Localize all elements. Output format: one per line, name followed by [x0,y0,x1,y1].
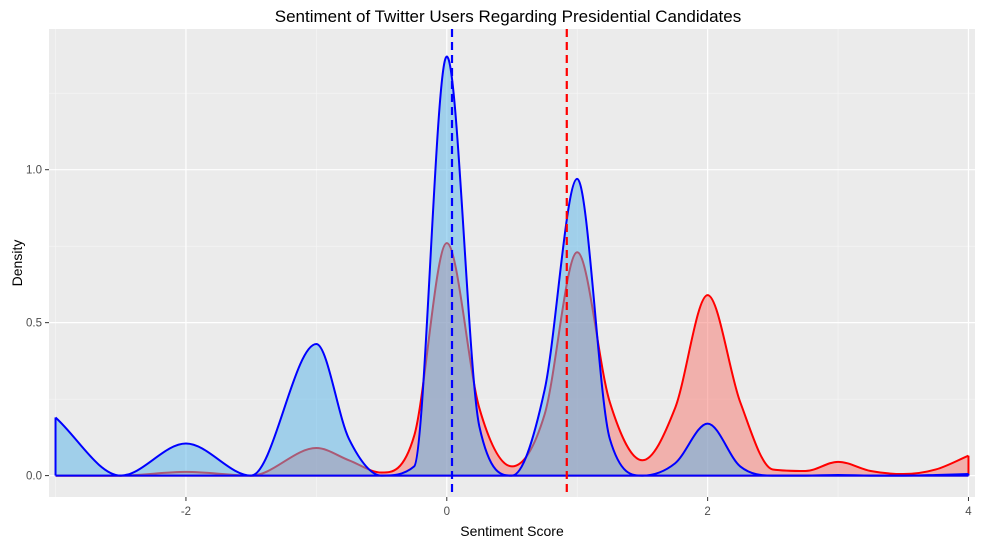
x-tick-label: 2 [704,506,710,518]
chart-title: Sentiment of Twitter Users Regarding Pre… [275,7,741,26]
series-layer [54,55,970,477]
mean-lines [450,29,568,497]
y-tick-label: 1.0 [26,165,42,177]
y-axis-label: Density [9,240,25,287]
x-tick-label: 0 [444,506,450,518]
x-tick-label: -2 [181,506,191,518]
series-2 [54,55,970,477]
y-tick-label: 0.5 [26,318,42,330]
y-tick-label: 0.0 [26,471,42,483]
axis-ticks: -2 0 2 4 0.0 0.5 1.0 [26,165,972,518]
plot-panel [49,29,975,497]
x-tick-label: 4 [965,506,972,518]
series-1-area [55,243,969,476]
x-axis-label: Sentiment Score [460,523,564,539]
